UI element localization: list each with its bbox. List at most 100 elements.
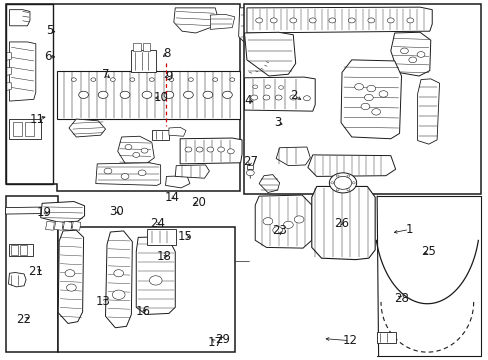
Circle shape — [255, 18, 262, 23]
Text: 10: 10 — [153, 91, 168, 104]
Circle shape — [278, 86, 283, 89]
Polygon shape — [58, 226, 234, 352]
Polygon shape — [340, 60, 401, 139]
Text: 2: 2 — [290, 89, 297, 102]
Circle shape — [347, 18, 354, 23]
Text: 1: 1 — [405, 223, 412, 236]
Circle shape — [328, 18, 335, 23]
Circle shape — [263, 95, 269, 100]
Text: 29: 29 — [215, 333, 230, 346]
Circle shape — [371, 109, 380, 115]
Circle shape — [360, 103, 369, 110]
Circle shape — [275, 95, 282, 100]
Bar — [147, 229, 176, 244]
Circle shape — [114, 270, 123, 277]
Circle shape — [289, 95, 296, 100]
Text: 6: 6 — [44, 50, 52, 63]
Circle shape — [71, 78, 76, 81]
Circle shape — [130, 78, 135, 81]
Polygon shape — [5, 4, 239, 191]
Text: 30: 30 — [109, 205, 124, 218]
Circle shape — [386, 18, 393, 23]
Circle shape — [250, 95, 257, 100]
Polygon shape — [244, 32, 295, 76]
Circle shape — [66, 284, 76, 291]
Circle shape — [303, 96, 310, 101]
Polygon shape — [276, 147, 310, 166]
Text: 3: 3 — [273, 116, 281, 129]
Circle shape — [263, 218, 272, 225]
Circle shape — [125, 144, 132, 149]
Polygon shape — [5, 196, 58, 352]
Circle shape — [222, 91, 232, 98]
Circle shape — [65, 270, 75, 277]
Circle shape — [366, 85, 375, 92]
Circle shape — [217, 147, 224, 152]
Text: 23: 23 — [272, 224, 286, 237]
Circle shape — [133, 152, 140, 157]
Circle shape — [112, 290, 125, 300]
Polygon shape — [307, 155, 395, 176]
Text: 28: 28 — [393, 292, 408, 305]
Circle shape — [408, 57, 416, 63]
Circle shape — [121, 174, 129, 179]
Polygon shape — [255, 195, 311, 248]
Text: 5: 5 — [46, 24, 53, 37]
Polygon shape — [247, 165, 253, 169]
Polygon shape — [136, 237, 175, 315]
Text: 14: 14 — [164, 191, 180, 204]
Bar — [244, 4, 480, 194]
Circle shape — [184, 147, 191, 152]
Polygon shape — [58, 230, 83, 323]
Polygon shape — [5, 83, 11, 91]
Circle shape — [246, 170, 254, 176]
Polygon shape — [311, 186, 374, 260]
Circle shape — [330, 182, 333, 184]
Circle shape — [206, 147, 213, 152]
Polygon shape — [105, 231, 132, 328]
Text: 27: 27 — [243, 155, 257, 168]
Text: 21: 21 — [28, 265, 43, 278]
Text: 13: 13 — [96, 296, 110, 309]
Polygon shape — [175, 165, 209, 178]
Circle shape — [188, 78, 193, 81]
Polygon shape — [8, 273, 26, 287]
Circle shape — [333, 176, 351, 189]
Circle shape — [270, 18, 277, 23]
Circle shape — [98, 91, 108, 98]
Text: 11: 11 — [30, 113, 45, 126]
Polygon shape — [72, 221, 81, 230]
Circle shape — [329, 173, 356, 193]
Text: 18: 18 — [156, 250, 171, 263]
Circle shape — [335, 175, 338, 177]
Circle shape — [378, 91, 387, 97]
Bar — [11, 245, 18, 255]
Circle shape — [79, 91, 88, 98]
Text: 8: 8 — [163, 47, 170, 60]
Circle shape — [309, 18, 316, 23]
Circle shape — [120, 91, 130, 98]
Text: 25: 25 — [421, 245, 435, 258]
Polygon shape — [168, 127, 185, 136]
Polygon shape — [210, 14, 234, 30]
Text: 17: 17 — [207, 336, 223, 348]
Circle shape — [163, 91, 173, 98]
Circle shape — [416, 51, 424, 57]
Polygon shape — [45, 221, 54, 230]
Text: 15: 15 — [177, 230, 192, 243]
Polygon shape — [180, 138, 242, 164]
Polygon shape — [63, 221, 72, 230]
Circle shape — [346, 175, 349, 177]
Text: 4: 4 — [244, 94, 252, 107]
Polygon shape — [417, 79, 439, 144]
Circle shape — [354, 84, 363, 90]
Circle shape — [183, 91, 193, 98]
Polygon shape — [173, 8, 217, 33]
Polygon shape — [390, 32, 430, 76]
Bar — [131, 50, 156, 72]
Circle shape — [294, 216, 304, 223]
Circle shape — [272, 226, 282, 234]
Text: 24: 24 — [150, 217, 165, 230]
Bar — [9, 119, 41, 139]
Circle shape — [212, 78, 217, 81]
